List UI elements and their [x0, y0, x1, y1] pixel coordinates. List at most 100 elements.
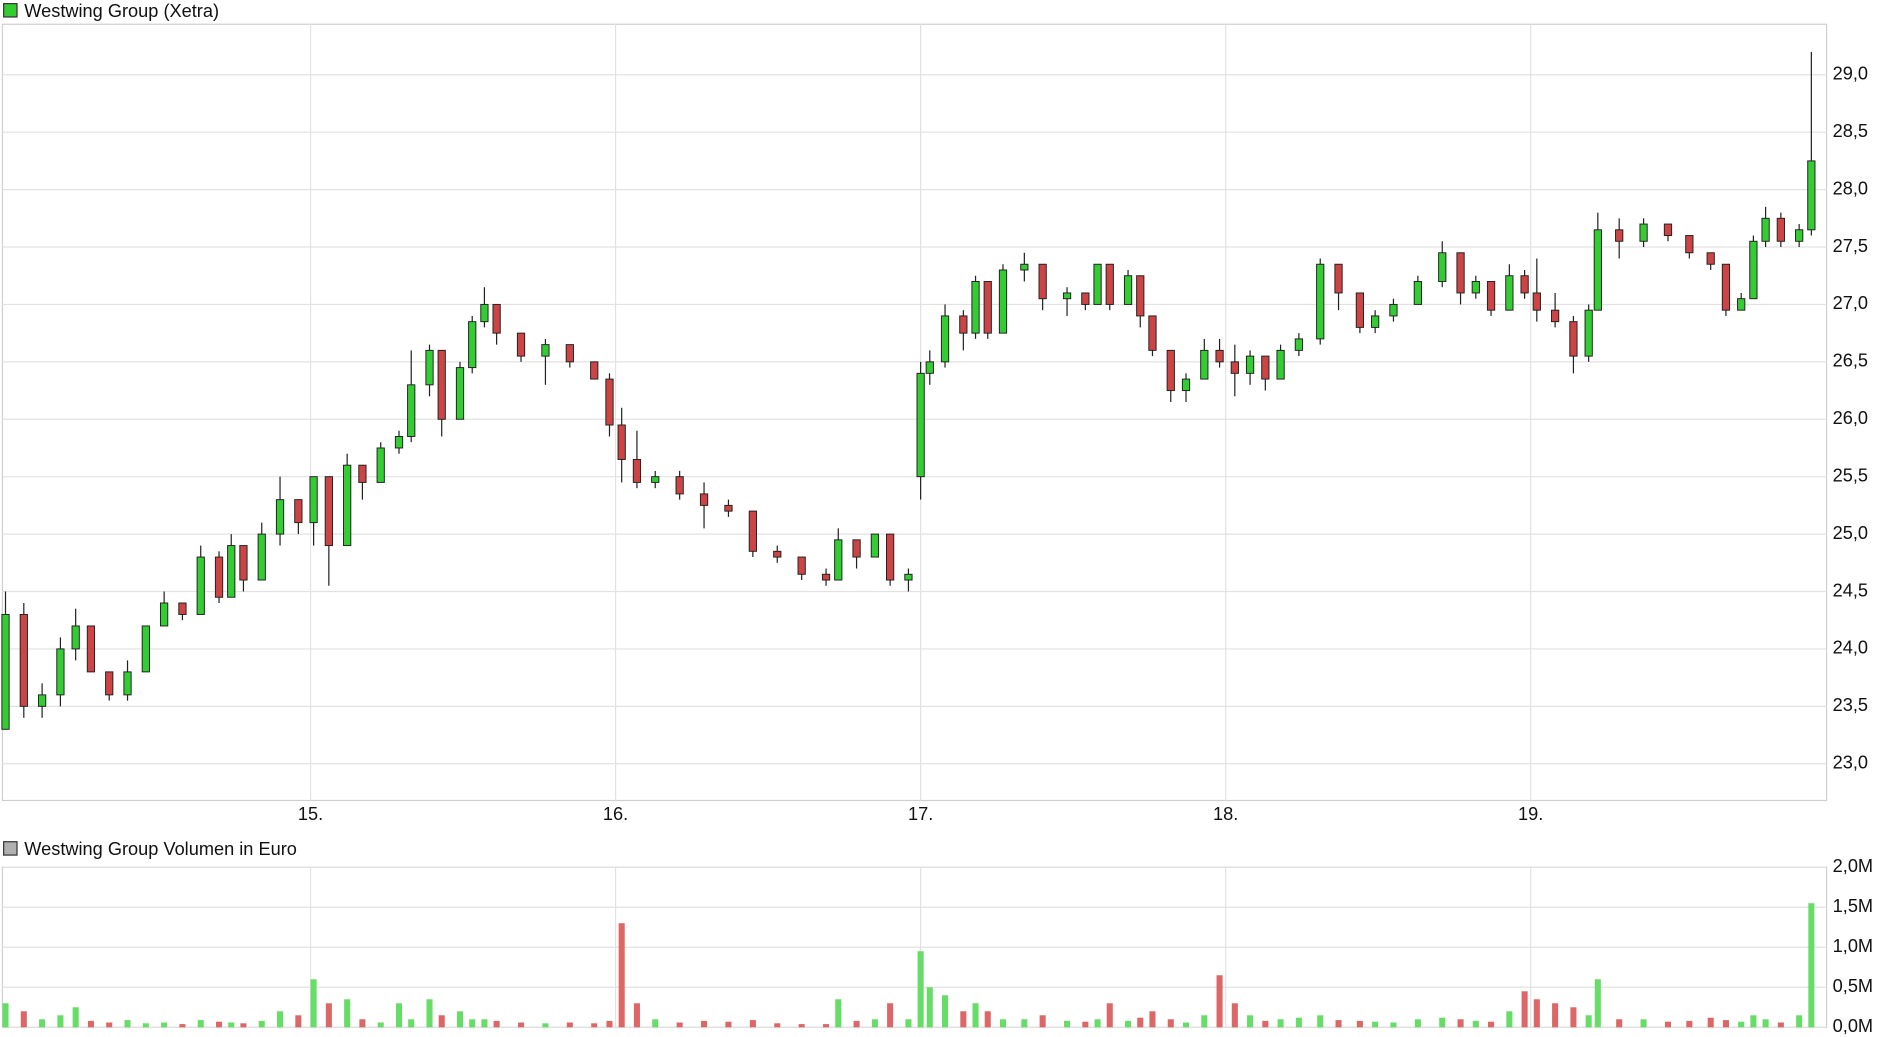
candle-body — [196, 556, 205, 615]
plot-frame — [1, 23, 1828, 802]
volume-bar — [960, 1011, 967, 1028]
candle-body — [886, 533, 895, 581]
y-tick-label: 25,0 — [1833, 523, 1868, 543]
volume-bar — [1457, 1019, 1464, 1028]
legend-swatch — [3, 3, 18, 18]
volume-bar — [984, 1011, 991, 1028]
volume-bar — [774, 1023, 781, 1028]
candle-body — [1615, 229, 1624, 242]
volume-bar — [57, 1015, 64, 1028]
candle-body — [617, 424, 626, 460]
candle-body — [141, 625, 150, 673]
candle-body — [1663, 223, 1673, 237]
candle-body — [1685, 235, 1694, 254]
volume-bar — [1356, 1020, 1363, 1028]
y-tick-label: 24,5 — [1833, 580, 1868, 600]
candle-body — [971, 280, 980, 334]
candle-body — [1520, 275, 1529, 294]
y-tick-label: 1,5M — [1833, 896, 1873, 916]
candle-body — [309, 476, 318, 524]
candle-body — [565, 344, 574, 363]
candle-body — [1136, 275, 1145, 317]
volume-bar — [1182, 1022, 1190, 1028]
volume-bar — [240, 1023, 247, 1028]
volume-bar — [1570, 1007, 1577, 1028]
volume-bar — [1521, 991, 1528, 1028]
candle-body — [178, 602, 187, 615]
x-tick-label: 17. — [908, 804, 933, 824]
candle-body — [1569, 321, 1578, 357]
candle-body — [468, 321, 477, 369]
volume-bar — [87, 1020, 94, 1028]
volume-bar — [1231, 1003, 1238, 1028]
volume-bar — [481, 1019, 488, 1028]
candle-body — [1230, 361, 1239, 374]
candle-body — [1020, 263, 1029, 271]
y-tick-label: 26,0 — [1833, 408, 1868, 428]
candle-body — [1505, 275, 1514, 311]
volume-bar — [395, 1003, 403, 1028]
volume-bar — [652, 1019, 659, 1028]
volume-bar — [871, 1019, 878, 1028]
candle-body — [1081, 292, 1090, 305]
candle-body — [71, 625, 80, 650]
volume-bar — [1216, 975, 1223, 1028]
y-tick-label: 0,5M — [1833, 976, 1873, 996]
candle-body — [37, 694, 47, 707]
volume-bar — [1106, 1003, 1113, 1028]
volume-bar — [926, 987, 933, 1028]
volume-bar — [179, 1024, 186, 1028]
volume-bar — [1533, 999, 1540, 1028]
candle-body — [1639, 223, 1648, 242]
candle-body — [1706, 252, 1715, 265]
volume-bar — [618, 923, 625, 1028]
candle-body — [1, 613, 10, 730]
candle-body — [1532, 292, 1541, 311]
volume-bar — [72, 1007, 79, 1028]
volume-bar — [1762, 1019, 1769, 1028]
volume-bar — [1039, 1015, 1046, 1028]
volume-bar — [1390, 1022, 1397, 1028]
volume-bar — [124, 1020, 131, 1028]
volume-bar — [216, 1021, 223, 1028]
candle-body — [1456, 252, 1465, 294]
volume-bar — [917, 951, 924, 1028]
volume-bar — [456, 1011, 464, 1028]
candle-body — [1371, 315, 1380, 328]
volume-bar — [676, 1022, 683, 1028]
volume-bar — [197, 1020, 204, 1028]
volume-bar — [325, 1003, 332, 1028]
candle-body — [19, 613, 28, 707]
volume-bar — [1488, 1021, 1495, 1028]
volume-bar — [1472, 1020, 1479, 1028]
candle-body — [821, 573, 831, 581]
volume-bar — [1295, 1017, 1302, 1028]
candle-body — [239, 545, 248, 581]
y-tick-label: 24,0 — [1833, 638, 1868, 658]
candle-body — [1593, 229, 1602, 311]
volume-bar — [359, 1019, 366, 1028]
candle-body — [376, 447, 385, 483]
candle-body — [492, 303, 501, 334]
y-tick-label: 1,0M — [1833, 936, 1873, 956]
volume-bar — [426, 999, 433, 1028]
volume-bar — [493, 1020, 500, 1028]
volume-bar — [1372, 1021, 1379, 1028]
candle-body — [940, 315, 950, 363]
volume-bar — [835, 999, 842, 1028]
candle-body — [632, 458, 642, 483]
candle-body — [516, 332, 526, 357]
volume-bar — [1247, 1015, 1254, 1028]
candle-body — [455, 367, 465, 420]
y-tick-label: 28,0 — [1833, 178, 1868, 198]
candle-body — [1261, 355, 1270, 380]
volume-bar — [972, 1003, 979, 1028]
volume-bar — [606, 1020, 613, 1028]
candle-body — [1276, 349, 1285, 380]
volume-bar — [277, 1011, 284, 1028]
candle-body — [870, 533, 879, 558]
volume-bar — [905, 1019, 912, 1028]
y-tick-label: 0,0M — [1833, 1016, 1873, 1036]
volume-bar — [228, 1022, 235, 1028]
